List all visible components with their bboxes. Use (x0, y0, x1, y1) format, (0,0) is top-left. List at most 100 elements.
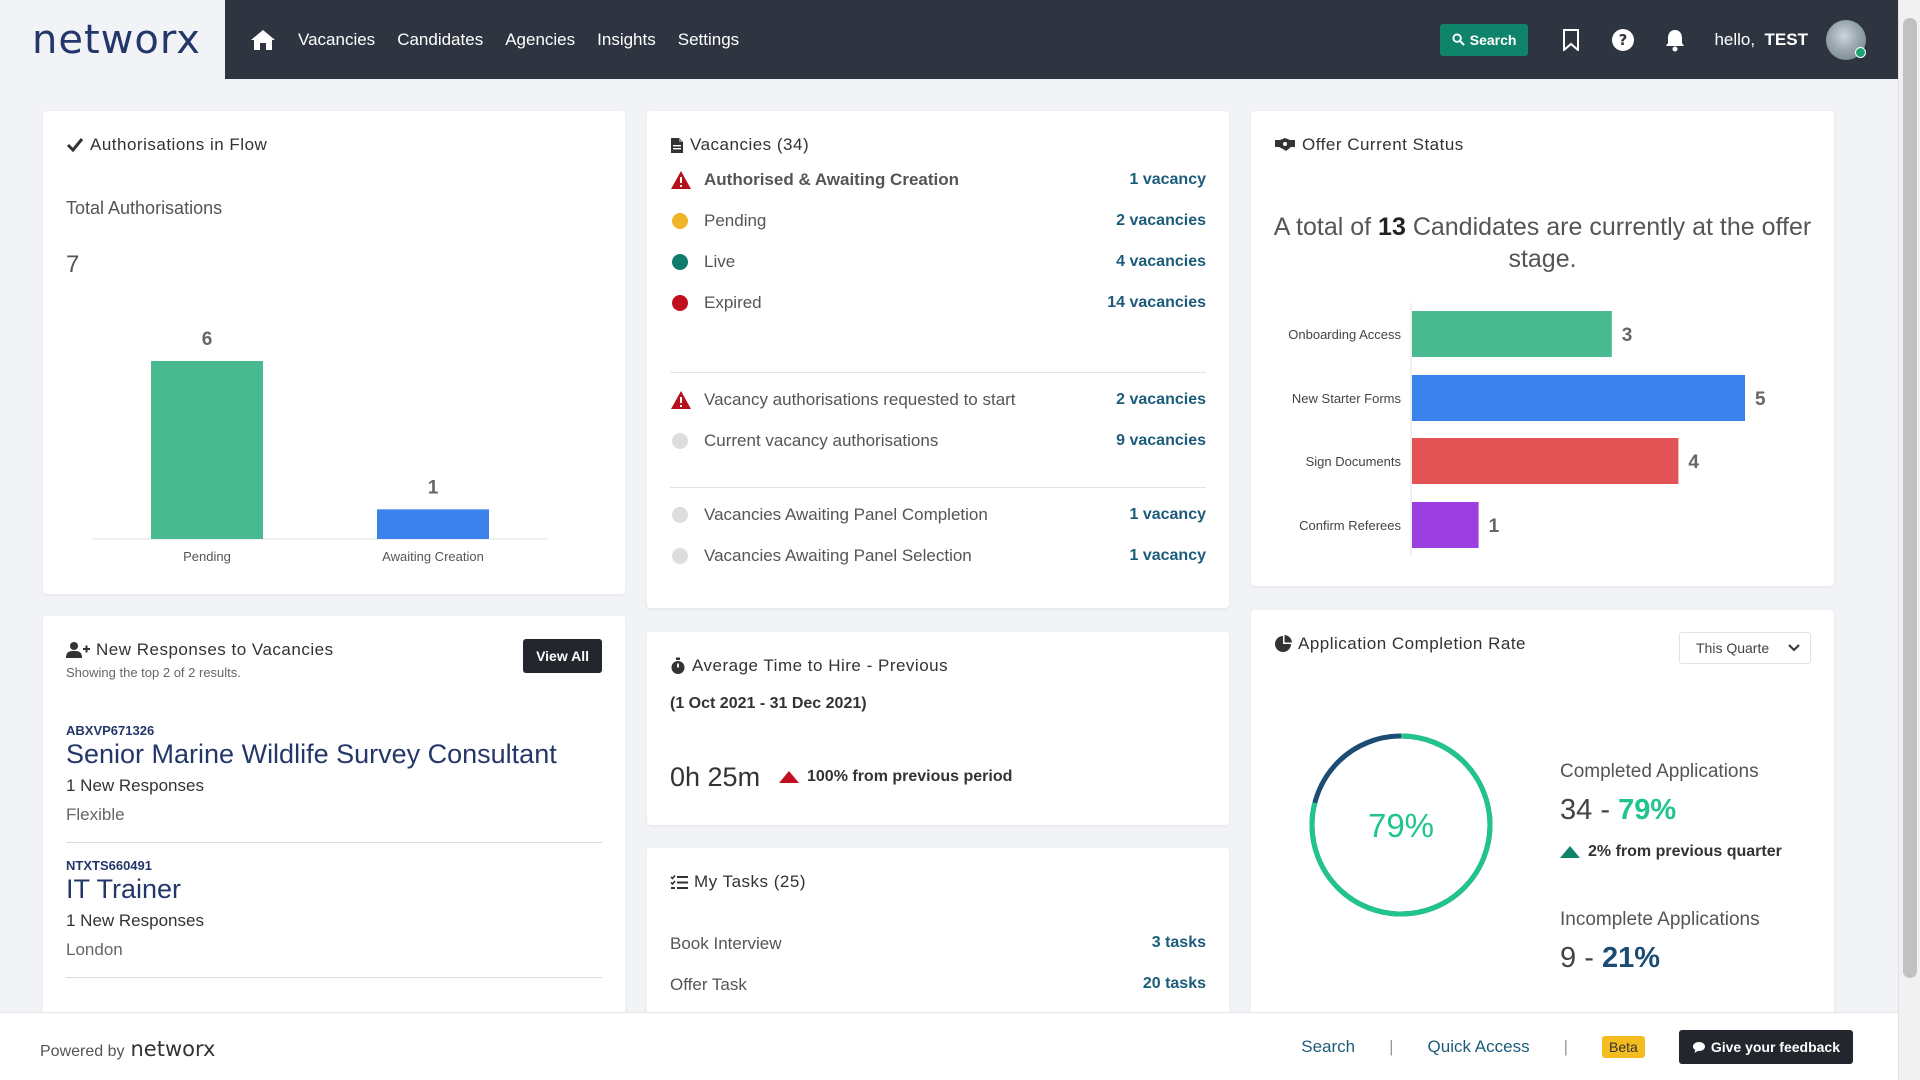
task-row[interactable]: Book Interview 3 tasks (670, 934, 1206, 954)
vacancy-row-label: Authorised & Awaiting Creation (704, 170, 960, 189)
response-title-link[interactable]: IT Trainer (66, 874, 182, 904)
bar[interactable] (1412, 375, 1745, 421)
tasks-title: My Tasks (25) (670, 872, 806, 892)
bar[interactable] (1412, 311, 1612, 357)
pie-chart-icon (1275, 635, 1292, 652)
completion-title: Application Completion Rate (1274, 633, 1534, 654)
vacancy-row[interactable]: Pending 2 vacancies (670, 209, 1206, 233)
footer-quick-access-link[interactable]: Quick Access (1427, 1037, 1530, 1056)
help-icon[interactable]: ? (1610, 27, 1636, 53)
vacancy-count-link[interactable]: 1 vacancy (1129, 547, 1206, 564)
bar-value-label: 3 (1622, 325, 1633, 346)
app-logo[interactable]: networx (32, 16, 201, 63)
vacancy-count-link[interactable]: 1 vacancy (1129, 506, 1206, 523)
vacancy-row[interactable]: Current vacancy authorisations 9 vacancie… (670, 429, 1206, 453)
vacancy-row[interactable]: Vacancies Awaiting Panel Selection 1 vaca… (670, 544, 1206, 568)
check-icon (66, 138, 84, 153)
logo-container: networx (0, 0, 225, 79)
offer-status-card: Offer Current Status A total of 13 Candi… (1251, 111, 1834, 586)
period-select-value: This Quarte (1696, 640, 1770, 656)
vacancy-row[interactable]: Live 4 vacancies (670, 250, 1206, 274)
bar-category-label: Confirm Referees (1299, 518, 1401, 533)
incomplete-percent: 21% (1601, 942, 1660, 974)
donut-center-label: 79% (1368, 807, 1434, 844)
vacancy-count-link[interactable]: 4 vacancies (1116, 253, 1206, 270)
task-count-link[interactable]: 3 tasks (1151, 934, 1206, 951)
view-all-button[interactable]: View All (523, 639, 602, 673)
vacancy-count-link[interactable]: 14 vacancies (1107, 294, 1206, 311)
response-item: ABXVP671326 Senior Marine Wildlife Surve… (66, 723, 602, 825)
home-icon[interactable] (250, 25, 280, 55)
search-icon (1452, 33, 1465, 46)
bar[interactable] (1412, 438, 1679, 484)
completion-change: 2% from previous quarter (1560, 843, 1782, 861)
nav-item-agencies[interactable]: Agencies (505, 29, 576, 49)
bar[interactable] (151, 361, 263, 539)
bar-value-label: 5 (1755, 389, 1766, 410)
user-avatar[interactable] (1826, 19, 1866, 60)
total-authorisations-label: Total Authorisations (66, 198, 223, 218)
bar-value-label: 1 (1489, 516, 1500, 537)
authorisations-title: Authorisations in Flow (66, 135, 267, 155)
response-title-link[interactable]: Senior Marine Wildlife Survey Consultant (66, 739, 557, 769)
bar-value-label: 4 (1688, 452, 1699, 473)
authorisations-bar-chart: 6 Pending 1 Awaiting Creation (93, 329, 548, 564)
vacancy-count-link[interactable]: 2 vacancies (1116, 391, 1206, 408)
search-button[interactable]: Search (1439, 23, 1529, 56)
footer-search-link[interactable]: Search (1301, 1037, 1356, 1056)
feedback-button[interactable]: Give your feedback (1678, 1030, 1853, 1064)
vacancy-row[interactable]: Vacancies Awaiting Panel Completion 1 vac… (670, 503, 1206, 527)
nav-item-insights[interactable]: Insights (597, 29, 656, 49)
period-select[interactable]: This Quarte (1679, 632, 1811, 664)
vacancy-row[interactable]: Authorised & Awaiting Creation 1 vacancy (670, 168, 1206, 192)
completed-applications-value: 34 - 79% (1560, 794, 1677, 826)
time-to-hire-range: (1 Oct 2021 - 31 Dec 2021) (670, 695, 867, 712)
bar[interactable] (377, 509, 489, 539)
bar-value-label: 1 (428, 477, 439, 498)
nav-item-vacancies[interactable]: Vacancies (298, 29, 376, 49)
vacancies-divider (670, 487, 1206, 488)
vacancy-count-link[interactable]: 9 vacancies (1116, 432, 1206, 449)
main-nav: Vacancies Candidates Agencies Insights S… (250, 0, 761, 79)
response-count: 1 New Responses (66, 911, 204, 930)
responses-card: New Responses to Vacancies Showing the t… (43, 616, 625, 1026)
vacancy-row-label: Vacancy authorisations requested to star… (704, 390, 1016, 409)
time-to-hire-title: Average Time to Hire - Previous (670, 656, 948, 676)
user-greeting: hello, TEST (1714, 29, 1808, 49)
vacancy-row-label: Vacancies Awaiting Panel Selection (704, 546, 972, 565)
top-navigation-bar: networx Vacancies Candidates Agencies In… (0, 0, 1898, 79)
scrollbar-thumb[interactable] (1903, 18, 1917, 978)
bar[interactable] (1412, 502, 1479, 548)
comment-icon (1692, 1041, 1705, 1053)
svg-text:?: ? (1619, 31, 1628, 49)
vacancy-count-link[interactable]: 2 vacancies (1116, 212, 1206, 229)
bar-category-label: Awaiting Creation (382, 549, 484, 564)
footer-separator: | (1563, 1037, 1569, 1056)
completion-donut-chart: 79% (1309, 733, 1493, 917)
response-item: NTXTS660491 IT Trainer 1 New Responses L… (66, 858, 602, 960)
nav-item-candidates[interactable]: Candidates (397, 29, 484, 49)
vacancy-row[interactable]: Vacancy authorisations requested to star… (670, 388, 1206, 412)
time-to-hire-card: Average Time to Hire - Previous (1 Oct 2… (647, 632, 1229, 825)
notification-bell-icon[interactable] (1662, 27, 1688, 53)
task-count-link[interactable]: 20 tasks (1142, 975, 1206, 992)
bookmark-icon[interactable] (1558, 27, 1584, 53)
bar-category-label: Sign Documents (1306, 454, 1402, 469)
search-button-label: Search (1469, 31, 1517, 48)
bar-category-label: Pending (183, 549, 231, 564)
status-dot (672, 433, 688, 449)
incomplete-applications-value: 9 - 21% (1560, 942, 1660, 974)
footer-logo: networx (130, 1037, 216, 1061)
vacancy-row-label: Live (704, 252, 736, 271)
task-row[interactable]: Offer Task 20 tasks (670, 975, 1206, 995)
user-name: TEST (1764, 29, 1808, 49)
vacancy-row-label: Pending (704, 211, 767, 230)
task-list-icon (670, 874, 688, 889)
page-scrollbar[interactable] (1898, 0, 1920, 1080)
status-dot (672, 507, 688, 523)
offer-status-title: Offer Current Status (1274, 135, 1464, 155)
vacancy-row[interactable]: Expired 14 vacancies (670, 291, 1206, 315)
completion-card: Application Completion Rate This Quarte … (1251, 610, 1834, 1026)
nav-item-settings[interactable]: Settings (677, 29, 740, 49)
vacancy-count-link[interactable]: 1 vacancy (1129, 171, 1206, 188)
